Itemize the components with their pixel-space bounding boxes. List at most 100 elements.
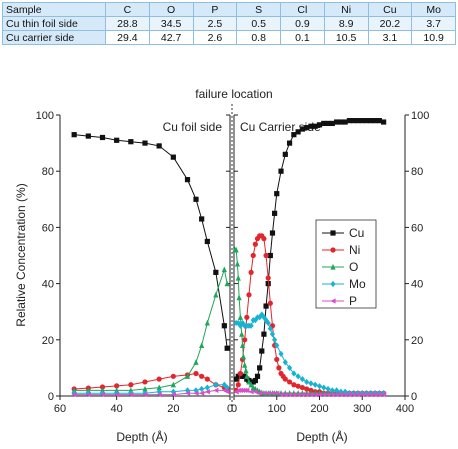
data-point	[263, 252, 269, 259]
data-point	[237, 314, 244, 320]
data-point	[235, 382, 241, 388]
data-point	[221, 266, 227, 273]
data-point	[316, 122, 323, 128]
data-point	[184, 373, 191, 379]
data-point	[240, 353, 247, 360]
data-point	[224, 345, 230, 351]
x-tick-label: 40	[111, 403, 123, 415]
data-point	[142, 391, 148, 398]
data-point	[299, 384, 305, 391]
data-point	[351, 118, 357, 124]
data-point	[246, 292, 252, 298]
x-tick-label: 60	[54, 403, 66, 415]
data-point	[338, 119, 344, 125]
data-point	[342, 391, 348, 398]
series-line	[236, 313, 384, 394]
data-point	[269, 230, 276, 236]
data-point	[261, 390, 267, 396]
data-point	[363, 118, 370, 124]
data-point	[239, 342, 246, 349]
data-point	[330, 263, 336, 270]
data-point	[316, 391, 323, 398]
data-point	[346, 118, 353, 124]
data-point	[243, 367, 249, 374]
legend-label: P	[349, 294, 357, 308]
data-point	[325, 120, 331, 127]
data-point	[170, 381, 176, 388]
data-point	[312, 123, 318, 129]
data-point	[248, 381, 254, 388]
data-point	[237, 370, 244, 377]
data-point	[252, 241, 258, 247]
data-point	[274, 342, 280, 349]
data-point	[204, 238, 210, 245]
data-point	[242, 337, 248, 343]
table-cell: 3.1	[367, 30, 413, 45]
data-point	[363, 391, 370, 398]
table-cell: 20.2	[367, 16, 413, 31]
data-point	[170, 154, 176, 160]
data-point	[272, 336, 278, 343]
data-point	[156, 143, 162, 149]
data-point	[376, 118, 382, 124]
data-point	[368, 118, 374, 124]
data-point	[85, 391, 91, 398]
data-point	[248, 269, 254, 275]
data-point	[244, 373, 250, 379]
data-point	[263, 303, 269, 309]
data-point	[330, 230, 336, 236]
data-point	[355, 118, 361, 124]
data-point	[99, 134, 106, 141]
data-point	[376, 390, 382, 397]
y-tick-label-left: 20	[42, 335, 54, 347]
table-cell: 28.8	[105, 16, 150, 31]
data-point	[330, 298, 336, 304]
data-point	[193, 390, 199, 396]
data-point	[114, 383, 120, 389]
data-point	[224, 280, 230, 287]
legend-label: Cu	[349, 226, 364, 240]
data-point	[128, 391, 134, 398]
data-point	[304, 386, 310, 392]
data-point	[330, 247, 336, 253]
data-point	[250, 252, 256, 259]
data-point	[282, 391, 288, 398]
legend-label: Ni	[349, 243, 360, 257]
data-point	[278, 391, 284, 398]
data-point	[242, 361, 248, 368]
series-line	[74, 134, 228, 349]
data-point	[142, 385, 148, 392]
data-point	[330, 280, 336, 288]
data-point	[257, 314, 263, 321]
data-point	[295, 129, 301, 135]
y-tick-label-left: 0	[48, 391, 54, 403]
y-axis-label: Relative Concentration (%)	[14, 183, 28, 326]
table-cell: 2.6	[192, 30, 238, 45]
data-point	[71, 132, 77, 138]
table-cell: 0.8	[236, 30, 281, 45]
series-p	[233, 387, 387, 398]
legend: Cu Ni O Mo P	[315, 219, 377, 309]
table-cell: 10.9	[411, 30, 456, 45]
x-tick-label: 0	[227, 403, 233, 415]
data-point	[282, 151, 288, 157]
data-point	[114, 391, 120, 398]
data-point	[261, 314, 267, 321]
data-point	[252, 377, 258, 384]
series-cu	[71, 132, 230, 351]
data-point	[234, 260, 241, 267]
data-point	[286, 364, 293, 371]
data-point	[325, 385, 331, 393]
y-tick-label-left: 40	[42, 279, 54, 291]
data-point	[199, 385, 205, 393]
data-point	[257, 365, 263, 371]
data-point	[308, 380, 314, 387]
data-point	[257, 390, 263, 396]
table-cell: 42.7	[148, 30, 194, 45]
data-point	[221, 323, 227, 329]
data-point	[368, 391, 374, 398]
data-point	[242, 373, 248, 379]
data-point	[286, 140, 293, 146]
data-point	[329, 387, 335, 394]
data-point	[334, 387, 340, 394]
